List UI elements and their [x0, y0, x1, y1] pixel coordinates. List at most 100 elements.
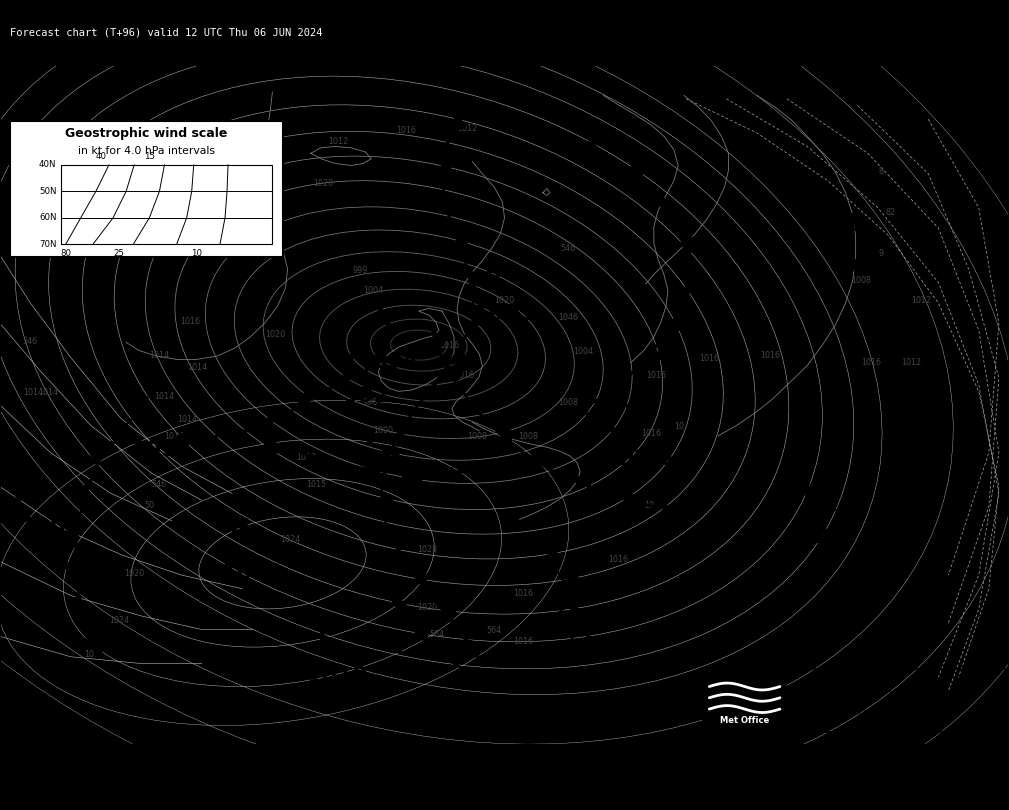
Text: 1004: 1004: [573, 347, 593, 356]
Text: 1015: 1015: [612, 449, 675, 468]
Polygon shape: [170, 433, 196, 442]
Bar: [703, 669, 1009, 731]
Text: 1020: 1020: [265, 330, 286, 339]
Polygon shape: [454, 231, 470, 251]
Text: L: L: [31, 471, 45, 495]
Polygon shape: [523, 120, 549, 134]
Text: 10: 10: [192, 249, 202, 258]
Polygon shape: [467, 270, 483, 289]
Text: © Crown Copyright: © Crown Copyright: [798, 706, 906, 717]
Text: 1016: 1016: [608, 555, 629, 564]
Text: 1016: 1016: [454, 371, 474, 380]
Polygon shape: [266, 412, 289, 424]
Polygon shape: [467, 398, 484, 415]
Text: 1016: 1016: [760, 351, 780, 360]
Text: 25: 25: [114, 249, 124, 258]
Text: 564: 564: [430, 630, 444, 639]
Text: 1012: 1012: [306, 667, 368, 686]
Text: 50: 50: [144, 501, 154, 509]
Text: 1020: 1020: [417, 603, 437, 612]
Polygon shape: [639, 349, 661, 367]
Text: 1006: 1006: [836, 258, 899, 278]
Polygon shape: [612, 492, 639, 503]
Text: 15: 15: [144, 151, 154, 160]
Text: L: L: [625, 403, 639, 427]
Text: 1017: 1017: [130, 441, 193, 460]
Text: 70N: 70N: [39, 240, 57, 249]
Polygon shape: [402, 473, 428, 482]
Polygon shape: [467, 467, 493, 475]
Text: in kt for 4.0 hPa intervals: in kt for 4.0 hPa intervals: [78, 147, 215, 156]
Text: Forecast chart (T+96) valid 12 UTC Thu 06 JUN 2024: Forecast chart (T+96) valid 12 UTC Thu 0…: [10, 28, 323, 37]
Text: L: L: [376, 306, 390, 330]
Polygon shape: [391, 598, 407, 614]
Polygon shape: [70, 595, 85, 613]
Text: 82: 82: [886, 208, 896, 217]
Polygon shape: [686, 275, 700, 293]
Polygon shape: [662, 502, 689, 512]
Text: 1008: 1008: [558, 399, 578, 407]
Polygon shape: [448, 347, 466, 365]
Text: 1015: 1015: [306, 480, 326, 489]
Polygon shape: [379, 447, 400, 458]
Bar: [61, 164, 272, 245]
Polygon shape: [443, 193, 458, 212]
Text: 1020: 1020: [255, 230, 275, 240]
Polygon shape: [420, 460, 445, 470]
Polygon shape: [573, 611, 584, 629]
Text: 1014: 1014: [187, 363, 207, 372]
Polygon shape: [66, 520, 79, 539]
Text: 1012: 1012: [911, 296, 931, 305]
Text: H: H: [230, 517, 250, 541]
Polygon shape: [90, 448, 106, 466]
Polygon shape: [390, 532, 407, 552]
Text: 1006: 1006: [19, 517, 82, 536]
Text: 1016: 1016: [180, 317, 200, 326]
Text: 1008: 1008: [851, 276, 871, 285]
Text: 1014: 1014: [164, 433, 185, 441]
Polygon shape: [657, 198, 677, 216]
Text: 1016: 1016: [513, 637, 533, 646]
Polygon shape: [412, 628, 428, 642]
Text: 546: 546: [152, 480, 166, 489]
Text: 1024: 1024: [109, 616, 129, 625]
Text: 1016: 1016: [699, 354, 719, 363]
Polygon shape: [667, 313, 687, 331]
Text: 1004: 1004: [363, 286, 383, 295]
Bar: [10, 121, 283, 257]
Text: 10: 10: [644, 501, 654, 509]
Polygon shape: [298, 392, 319, 406]
Text: 1020: 1020: [313, 179, 333, 189]
Text: H: H: [792, 481, 812, 505]
Polygon shape: [364, 356, 384, 370]
Text: 1028: 1028: [417, 545, 437, 554]
Text: 1014: 1014: [149, 351, 170, 360]
Text: L: L: [142, 394, 156, 419]
Polygon shape: [465, 639, 483, 658]
Polygon shape: [347, 424, 363, 437]
Text: 60N: 60N: [39, 213, 57, 223]
Text: 1012: 1012: [328, 137, 348, 146]
Polygon shape: [75, 484, 90, 501]
Polygon shape: [469, 309, 486, 328]
Polygon shape: [381, 493, 396, 514]
Polygon shape: [264, 440, 289, 453]
Polygon shape: [410, 569, 428, 587]
Text: 1020: 1020: [124, 569, 144, 578]
Polygon shape: [450, 114, 466, 134]
Text: 1012: 1012: [457, 124, 477, 133]
Polygon shape: [493, 428, 512, 443]
Text: L: L: [564, 561, 578, 586]
Text: 50N: 50N: [39, 187, 57, 196]
Text: 1001: 1001: [473, 305, 536, 324]
Polygon shape: [545, 548, 560, 565]
Polygon shape: [441, 153, 455, 173]
Text: 1014: 1014: [177, 416, 197, 424]
Polygon shape: [84, 631, 100, 649]
Text: 1016: 1016: [646, 371, 666, 380]
Polygon shape: [433, 331, 447, 350]
Polygon shape: [527, 455, 548, 468]
Polygon shape: [572, 141, 598, 156]
Polygon shape: [446, 365, 462, 383]
Polygon shape: [331, 376, 354, 388]
